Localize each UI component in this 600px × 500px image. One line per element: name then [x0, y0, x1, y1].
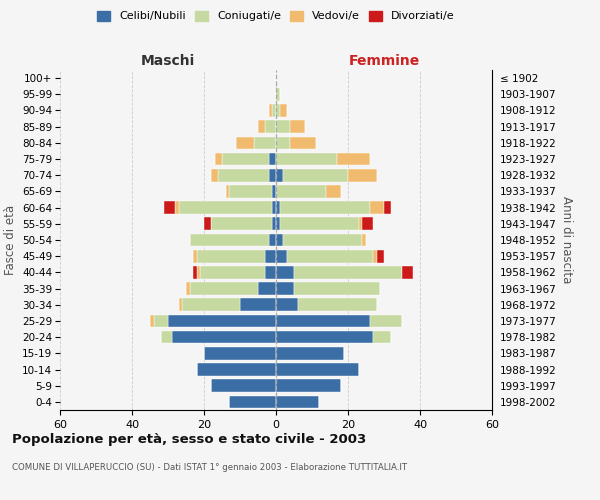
Bar: [197, 250, 265, 262]
Bar: [240, 298, 276, 311]
Bar: [362, 218, 373, 230]
Text: Femmine: Femmine: [349, 54, 419, 68]
Bar: [269, 169, 276, 181]
Bar: [283, 169, 348, 181]
Bar: [276, 185, 326, 198]
Bar: [229, 396, 276, 408]
Text: Popolazione per età, sesso e stato civile - 2003: Popolazione per età, sesso e stato civil…: [12, 432, 366, 446]
Bar: [359, 218, 362, 230]
Bar: [161, 331, 172, 344]
Bar: [269, 104, 272, 117]
Bar: [276, 347, 344, 360]
Bar: [326, 185, 341, 198]
Bar: [211, 169, 218, 181]
Bar: [265, 250, 276, 262]
Bar: [276, 282, 294, 295]
Bar: [190, 234, 269, 246]
Bar: [226, 185, 229, 198]
Bar: [175, 202, 179, 214]
Bar: [294, 282, 380, 295]
Bar: [179, 298, 182, 311]
Bar: [276, 169, 283, 181]
Bar: [272, 104, 276, 117]
Legend: Celibi/Nubili, Coniugati/e, Vedovi/e, Divorziati/e: Celibi/Nubili, Coniugati/e, Vedovi/e, Di…: [97, 10, 455, 22]
Bar: [280, 202, 370, 214]
Bar: [172, 331, 276, 344]
Bar: [258, 120, 265, 133]
Bar: [276, 266, 294, 278]
Bar: [276, 136, 290, 149]
Bar: [276, 314, 370, 328]
Y-axis label: Fasce di età: Fasce di età: [4, 205, 17, 275]
Bar: [276, 104, 280, 117]
Bar: [168, 314, 276, 328]
Bar: [370, 202, 384, 214]
Bar: [236, 136, 254, 149]
Text: COMUNE DI VILLAPERUCCIO (SU) - Dati ISTAT 1° gennaio 2003 - Elaborazione TUTTITA: COMUNE DI VILLAPERUCCIO (SU) - Dati ISTA…: [12, 462, 407, 471]
Bar: [197, 363, 276, 376]
Bar: [373, 250, 377, 262]
Bar: [150, 314, 154, 328]
Bar: [276, 380, 341, 392]
Bar: [276, 218, 280, 230]
Bar: [272, 202, 276, 214]
Bar: [229, 185, 272, 198]
Bar: [276, 152, 337, 166]
Bar: [280, 218, 359, 230]
Bar: [276, 120, 290, 133]
Bar: [362, 234, 366, 246]
Bar: [254, 136, 276, 149]
Bar: [164, 202, 175, 214]
Bar: [290, 120, 305, 133]
Bar: [276, 331, 373, 344]
Bar: [265, 120, 276, 133]
Bar: [276, 234, 283, 246]
Bar: [298, 298, 377, 311]
Bar: [193, 250, 197, 262]
Bar: [186, 282, 190, 295]
Bar: [193, 266, 197, 278]
Bar: [269, 234, 276, 246]
Bar: [283, 234, 362, 246]
Text: Maschi: Maschi: [141, 54, 195, 68]
Bar: [218, 169, 269, 181]
Bar: [272, 185, 276, 198]
Bar: [200, 266, 265, 278]
Bar: [276, 88, 280, 101]
Bar: [384, 202, 391, 214]
Bar: [211, 380, 276, 392]
Bar: [276, 202, 280, 214]
Bar: [276, 250, 287, 262]
Bar: [377, 250, 384, 262]
Bar: [280, 104, 287, 117]
Bar: [287, 250, 373, 262]
Bar: [370, 314, 402, 328]
Bar: [272, 218, 276, 230]
Bar: [290, 136, 316, 149]
Bar: [265, 266, 276, 278]
Bar: [276, 396, 319, 408]
Bar: [222, 152, 269, 166]
Bar: [154, 314, 168, 328]
Bar: [211, 218, 272, 230]
Bar: [348, 169, 377, 181]
Bar: [204, 347, 276, 360]
Bar: [337, 152, 370, 166]
Bar: [204, 218, 211, 230]
Bar: [258, 282, 276, 295]
Y-axis label: Anni di nascita: Anni di nascita: [560, 196, 573, 284]
Bar: [197, 266, 200, 278]
Bar: [182, 298, 240, 311]
Bar: [373, 331, 391, 344]
Bar: [276, 363, 359, 376]
Bar: [190, 282, 258, 295]
Bar: [276, 298, 298, 311]
Bar: [215, 152, 222, 166]
Bar: [294, 266, 402, 278]
Bar: [269, 152, 276, 166]
Bar: [402, 266, 413, 278]
Bar: [179, 202, 272, 214]
